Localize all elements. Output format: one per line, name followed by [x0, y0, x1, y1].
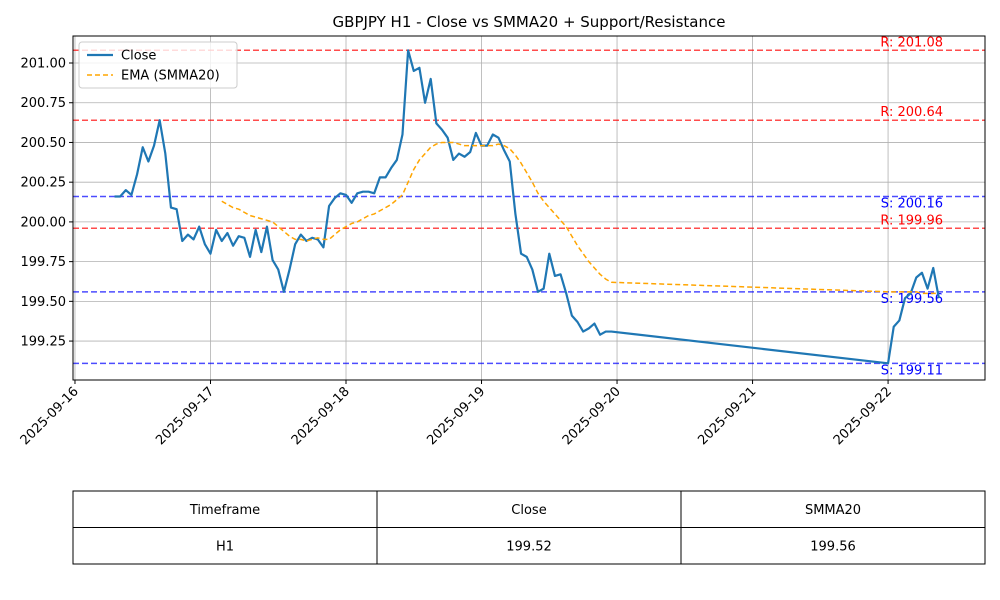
table-header: Timeframe [189, 503, 260, 518]
level-label: R: 199.96 [880, 213, 943, 228]
legend-label: Close [121, 49, 156, 64]
table-cell [680, 527, 986, 565]
table-header: SMMA20 [805, 503, 861, 518]
y-tick-label: 200.50 [21, 136, 67, 151]
level-label: S: 200.16 [881, 196, 943, 211]
table-cell-text: 199.56 [810, 539, 856, 554]
level-label: S: 199.56 [881, 292, 943, 307]
legend-label: EMA (SMMA20) [121, 69, 220, 84]
table-cell [376, 527, 682, 565]
level-label: S: 199.11 [881, 363, 943, 378]
plot-frame [72, 35, 986, 381]
y-tick-label: 201.00 [21, 57, 67, 72]
series-line [114, 49, 940, 365]
level-label: R: 200.64 [880, 105, 943, 120]
y-tick-label: 199.25 [21, 335, 67, 350]
table-cell-text: H1 [216, 539, 234, 554]
y-tick-label: 200.25 [21, 176, 67, 191]
table-cell [376, 490, 682, 528]
table-cell-text: 199.52 [506, 539, 552, 554]
level-label: R: 201.08 [880, 35, 943, 50]
table-cell [72, 490, 378, 528]
legend-box [78, 41, 238, 89]
y-tick-label: 199.50 [21, 295, 67, 310]
table-cell [680, 490, 986, 528]
table-header: Close [511, 503, 546, 518]
series-line [221, 141, 939, 295]
y-tick-label: 199.75 [21, 255, 67, 270]
chart-title: GBPJPY H1 - Close vs SMMA20 + Support/Re… [333, 13, 726, 31]
y-tick-label: 200.75 [21, 96, 67, 111]
y-tick-label: 200.00 [21, 215, 67, 230]
